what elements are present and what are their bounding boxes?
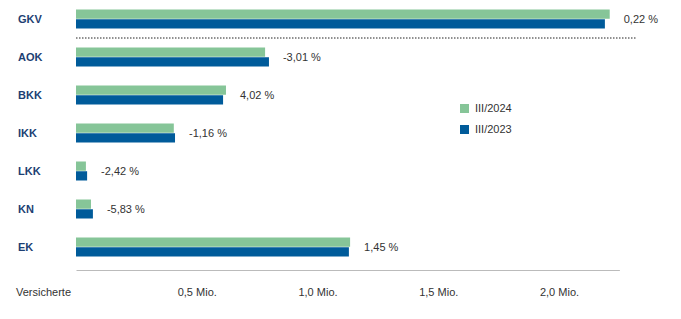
legend-label: III/2024 (475, 102, 512, 114)
category-label: LKK (18, 165, 41, 177)
y-tick: KN (18, 203, 76, 215)
bar (76, 124, 174, 133)
bar (76, 19, 605, 28)
category-label: EK (18, 241, 33, 253)
category-label: AOK (18, 51, 43, 63)
bar (76, 238, 350, 247)
annotation: -2,42 % (101, 165, 139, 177)
category-label: BKK (18, 89, 42, 101)
bar (76, 48, 265, 57)
y-tick: IKK (18, 127, 76, 139)
category-label: IKK (18, 127, 37, 139)
chart: 0,22 % -3,01 % 4,02 % -1,16 % -2,42 % -5,83 %… (0, 0, 681, 319)
bar (76, 247, 349, 256)
annotation: 0,22 % (624, 13, 658, 25)
y-tick: EK (18, 241, 76, 253)
bar (76, 133, 175, 142)
x-tick-label: 1,0 Mio. (298, 286, 337, 298)
bar (76, 10, 610, 19)
category-label: KN (18, 203, 34, 215)
y-tick: LKK (18, 165, 76, 177)
bar (76, 57, 269, 66)
bar (76, 171, 87, 180)
plot: 0,22 % -3,01 % 4,02 % -1,16 % -2,42 % -5,83 %… (18, 10, 658, 298)
legend-swatch (460, 125, 469, 134)
x-tick: 1,5 Mio. (419, 270, 458, 298)
legend-swatch (460, 104, 469, 113)
y-tick: BKK (18, 89, 76, 101)
y-tick: AOK (18, 51, 76, 63)
bar (76, 95, 223, 104)
separator (76, 38, 637, 39)
annotation: 4,02 % (240, 89, 274, 101)
annotation: -3,01 % (283, 51, 321, 63)
legend: III/2024 III/2023 (460, 102, 512, 135)
legend-label: III/2023 (475, 123, 512, 135)
x-tick-label: 1,5 Mio. (419, 286, 458, 298)
x-tick: 1,0 Mio. (298, 270, 337, 298)
x-tick: 2,0 Mio. (540, 270, 579, 298)
bar (76, 162, 86, 171)
x-axis-line (77, 270, 620, 271)
bar (76, 200, 91, 209)
annotation: -1,16 % (189, 127, 227, 139)
category-label: GKV (18, 13, 43, 25)
bar (76, 86, 226, 95)
x-tick-label: 2,0 Mio. (540, 286, 579, 298)
annotation: 1,45 % (364, 241, 398, 253)
x-axis-title: Versicherte (16, 286, 71, 298)
y-axis: GKV AOK BKK IKK LKK KN EK (18, 13, 76, 253)
annotation: -5,83 % (107, 203, 145, 215)
x-axis: 0,5 Mio. 1,0 Mio. 1,5 Mio. 2,0 Mio. (77, 270, 620, 298)
x-tick-label: 0,5 Mio. (178, 286, 217, 298)
bar (76, 209, 93, 218)
bars (76, 10, 610, 257)
x-tick: 0,5 Mio. (178, 270, 217, 298)
y-tick: GKV (18, 13, 76, 25)
